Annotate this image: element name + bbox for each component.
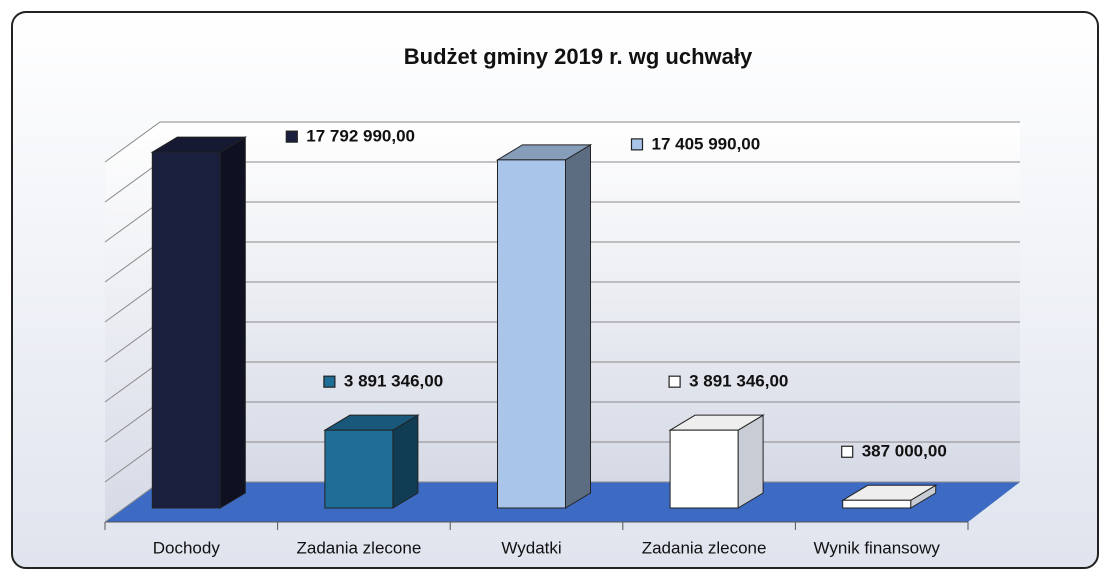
x-tick-label: Wynik finansowy xyxy=(813,538,940,557)
bar-side xyxy=(219,136,246,509)
legend-swatch xyxy=(630,138,644,151)
value-label: 3 891 346,00 xyxy=(344,372,443,391)
bar xyxy=(324,429,394,509)
legend-swatch xyxy=(668,375,681,388)
bar xyxy=(842,499,912,509)
grid-line xyxy=(104,121,1020,163)
bar-side xyxy=(737,414,764,509)
x-tick-label: Wydatki xyxy=(501,538,561,557)
value-label: 387 000,00 xyxy=(862,442,947,461)
chart-title: Budżet gminy 2019 r. wg uchwały xyxy=(404,44,753,69)
side-wall xyxy=(105,122,160,522)
x-tick-label: Zadania zlecone xyxy=(642,538,767,557)
value-label: 17 792 990,00 xyxy=(306,127,415,146)
bar xyxy=(669,429,739,509)
value-label: 3 891 346,00 xyxy=(689,372,788,391)
x-tick-label: Dochody xyxy=(153,538,221,557)
x-tick-label: Zadania zlecone xyxy=(297,538,422,557)
bar xyxy=(497,159,566,509)
value-label: 17 405 990,00 xyxy=(652,134,761,153)
legend-swatch xyxy=(841,445,854,458)
legend-swatch xyxy=(285,130,298,143)
legend-swatch xyxy=(323,375,336,388)
bar xyxy=(151,151,221,509)
bar-side xyxy=(392,414,419,509)
bar-side xyxy=(565,143,591,509)
